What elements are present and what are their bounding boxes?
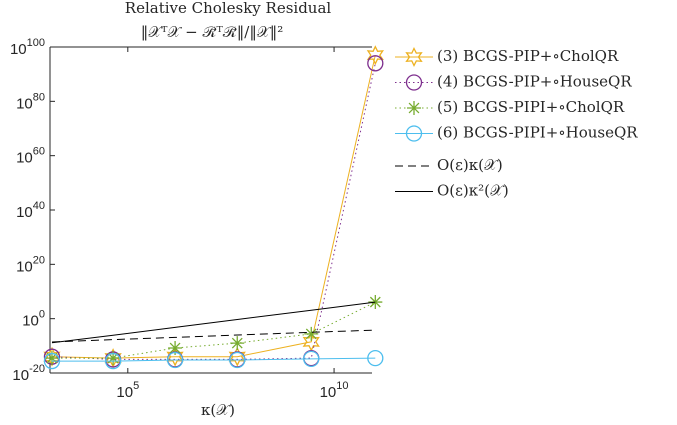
y-tick-label: 10100 xyxy=(10,37,45,58)
series-line xyxy=(52,301,376,359)
y-tick-label: 100 xyxy=(22,309,45,330)
chart-subtitle: ‖𝒳ᵀ𝒳 − ℛ̄ᵀℛ̄‖/‖𝒳‖² xyxy=(141,23,284,41)
x-tick-label: 1010 xyxy=(320,380,349,401)
x-tick-label: 105 xyxy=(116,380,139,401)
marker xyxy=(367,55,384,72)
marker xyxy=(407,101,421,115)
legend-label: O(ε)κ²(𝒳) xyxy=(437,182,509,200)
marker xyxy=(368,295,383,310)
marker xyxy=(366,45,385,66)
marker xyxy=(104,352,122,370)
marker xyxy=(228,346,246,367)
legend-label: (4) BCGS-PIP+∘HouseQR xyxy=(437,73,632,91)
y-tick-label: 1040 xyxy=(16,200,45,221)
marker xyxy=(43,346,61,367)
marker xyxy=(405,74,423,91)
marker xyxy=(168,340,183,355)
x-axis-label: κ(𝒳) xyxy=(201,401,235,419)
series-line xyxy=(51,301,376,344)
y-tick-label: 10-20 xyxy=(12,363,45,384)
chart-title: Relative Cholesky Residual xyxy=(125,0,332,17)
marker xyxy=(106,351,121,366)
marker xyxy=(166,351,184,369)
y-tick-label: 1060 xyxy=(16,146,45,167)
marker xyxy=(405,47,423,67)
marker xyxy=(230,336,245,351)
marker xyxy=(304,326,319,341)
legend-label: (6) BCGS-PIPI+∘HouseQR xyxy=(437,124,638,142)
y-tick-label: 1020 xyxy=(16,254,45,275)
marker xyxy=(43,352,61,370)
marker xyxy=(229,351,246,369)
series-line xyxy=(51,329,376,343)
marker xyxy=(166,346,184,367)
marker xyxy=(44,351,59,366)
marker xyxy=(405,125,423,142)
marker xyxy=(303,350,320,368)
legend-label: O(ε)κ(𝒳) xyxy=(437,156,503,174)
legend-label: (3) BCGS-PIP+∘CholQR xyxy=(437,47,619,65)
marker xyxy=(367,349,384,367)
legend-label: (5) BCGS-PIPI+∘CholQR xyxy=(437,98,625,116)
series-line xyxy=(52,357,376,362)
series-line xyxy=(51,63,376,360)
y-tick-label: 1080 xyxy=(16,91,45,112)
series-line xyxy=(51,55,376,359)
